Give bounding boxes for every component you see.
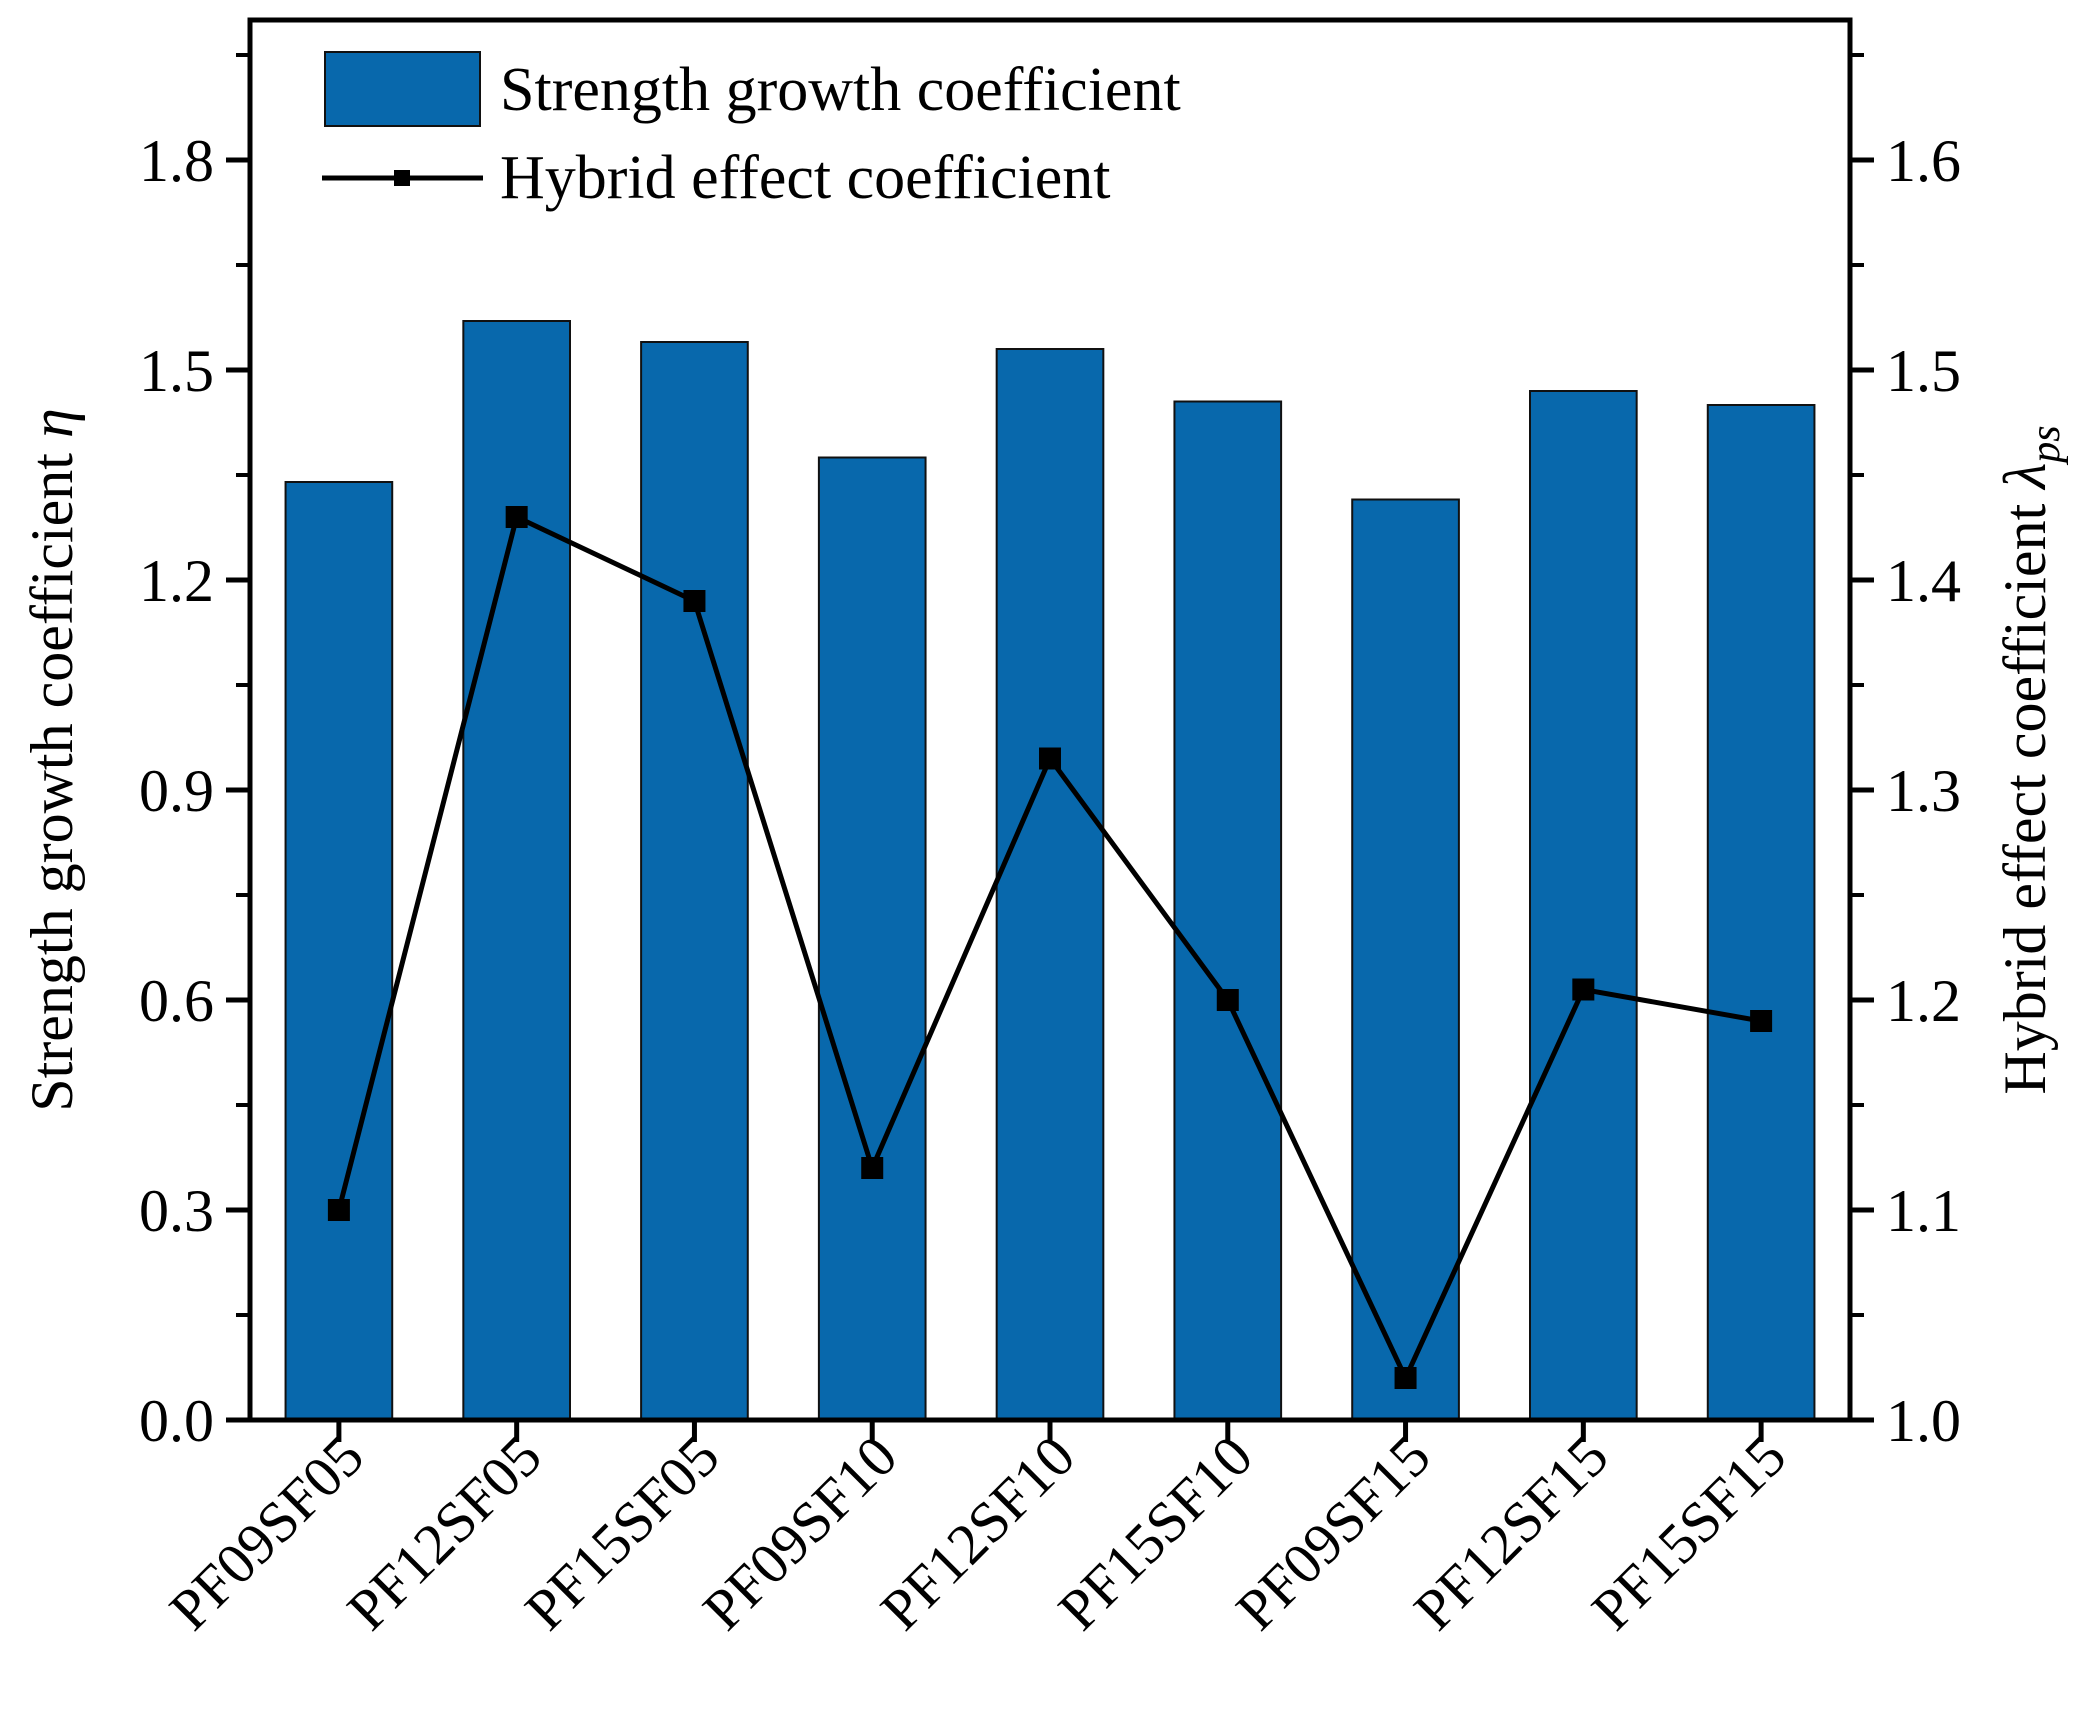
line-point-PF15SF15 [1750, 1010, 1773, 1032]
line-point-PF15SF05 [683, 590, 706, 613]
left-tick-label: 0.6 [139, 968, 214, 1034]
legend-bar-swatch [324, 51, 481, 127]
right-tick-label: 1.3 [1886, 758, 1961, 824]
category-label-PF09SF15: PF09SF15 [1224, 1423, 1443, 1642]
right-tick-label: 1.4 [1886, 548, 1961, 614]
legend-line-marker [394, 170, 410, 186]
legend-label-hybrid: Hybrid effect coefficient [500, 144, 1111, 212]
left-tick-label: 0.9 [139, 758, 214, 824]
category-label-PF15SF15: PF15SF15 [1579, 1423, 1798, 1642]
right-tick-label: 1.1 [1886, 1178, 1961, 1244]
bar-PF12SF05 [462, 320, 572, 1421]
line-point-PF09SF15 [1394, 1367, 1417, 1389]
line-point-PF09SF05 [327, 1199, 350, 1221]
right-tick-label: 1.5 [1886, 338, 1961, 404]
right-tick-label: 1.2 [1886, 968, 1961, 1034]
right-axis-title: Hybrid effect coefficient λps [1992, 425, 2069, 1094]
bar-PF12SF10 [995, 348, 1105, 1421]
bar-PF12SF15 [1529, 390, 1638, 1421]
bar-PF15SF15 [1706, 404, 1816, 1421]
left-axis-title-text: Strength growth coefficient [19, 438, 85, 1112]
line-point-PF12SF15 [1572, 978, 1595, 1001]
category-label-PF15SF10: PF15SF10 [1046, 1423, 1265, 1642]
bar-PF09SF15 [1351, 498, 1460, 1421]
line-layer [327, 506, 1773, 1389]
bar-PF15SF10 [1173, 400, 1283, 1421]
category-label-PF12SF10: PF12SF10 [868, 1423, 1087, 1642]
left-tick-label: 0.0 [139, 1388, 214, 1454]
legend-layer: Strength growth coefficient Hybrid effect… [322, 51, 1181, 212]
right-axis-title-subscript: ps [2023, 425, 2069, 465]
category-label-PF12SF05: PF12SF05 [335, 1423, 554, 1642]
left-tick-label: 1.2 [139, 548, 214, 614]
line-point-PF12SF10 [1039, 747, 1061, 770]
left-tick-label: 0.3 [139, 1178, 214, 1244]
category-label-PF15SF05: PF15SF05 [512, 1423, 731, 1642]
category-label-PF12SF15: PF12SF15 [1401, 1423, 1620, 1642]
left-tick-label: 1.5 [139, 338, 214, 404]
bar-PF09SF10 [817, 456, 927, 1421]
category-label-PF09SF05: PF09SF05 [157, 1423, 376, 1642]
legend-label-strength: Strength growth coefficient [500, 56, 1181, 124]
bar-PF09SF05 [284, 481, 394, 1421]
right-tick-label: 1.6 [1886, 128, 1961, 194]
line-point-PF15SF10 [1216, 989, 1239, 1011]
line-point-PF09SF10 [861, 1157, 884, 1179]
bars-layer [284, 320, 1816, 1421]
category-label-PF09SF10: PF09SF10 [690, 1423, 909, 1642]
left-axis-title: Strength growth coefficient η [19, 408, 85, 1111]
right-axis-title-text: Hybrid effect coefficient [1992, 489, 2058, 1095]
right-axis-title-symbol: λ [1992, 463, 2058, 491]
right-tick-label: 1.0 [1886, 1388, 1961, 1454]
left-axis-title-symbol: η [19, 408, 85, 438]
left-tick-label: 1.8 [139, 128, 214, 194]
bar-PF15SF05 [640, 341, 749, 1421]
line-point-PF12SF05 [505, 506, 528, 528]
